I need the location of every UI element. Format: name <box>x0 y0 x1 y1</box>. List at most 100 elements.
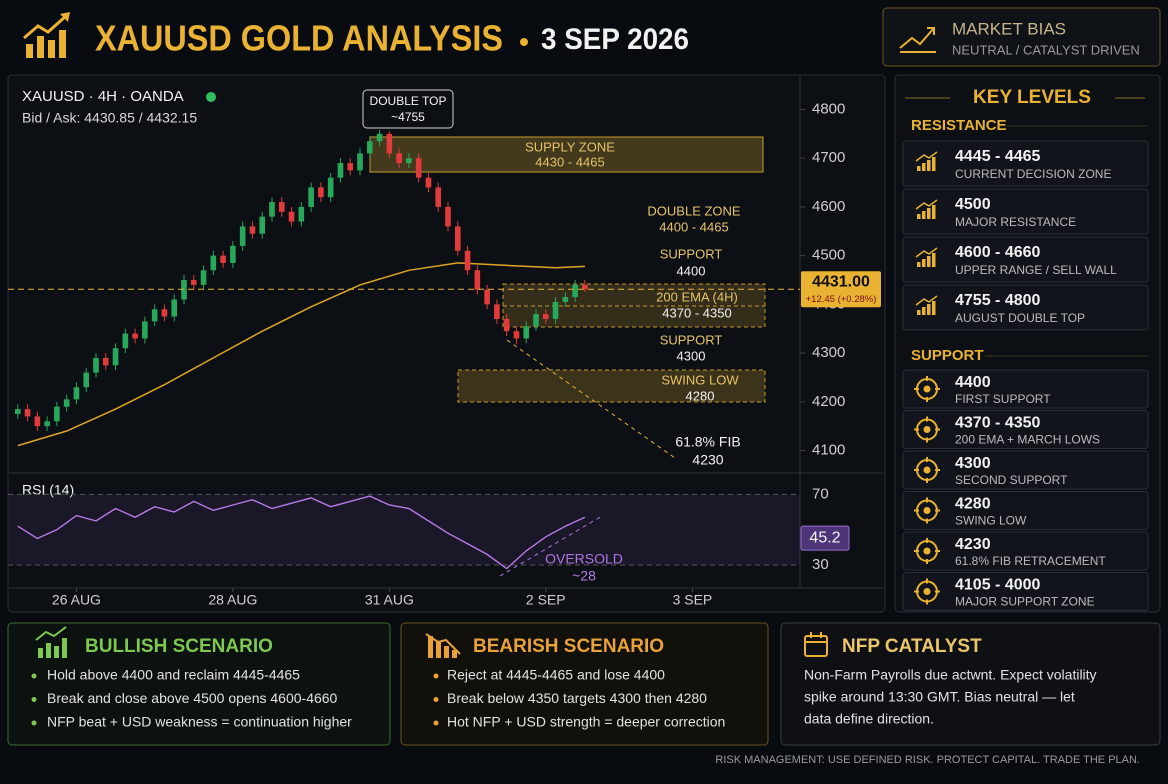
candle-body <box>523 326 530 339</box>
candle-body <box>142 321 148 339</box>
candle-body <box>533 314 539 327</box>
candle-body <box>132 333 138 339</box>
chart-panel <box>7 74 886 613</box>
candle-body <box>415 158 422 178</box>
y-tick-label: 4800 <box>812 100 845 117</box>
level-icon <box>923 385 931 393</box>
scenario-point: NFP beat + USD weakness = continuation h… <box>47 714 352 730</box>
section-title: SUPPORT <box>911 347 984 364</box>
annotation-value: 4230 <box>692 452 723 468</box>
candle-body <box>582 284 588 290</box>
annotation-title: SUPPORT <box>660 332 723 347</box>
level-value: 4230 <box>955 536 991 553</box>
level-icon <box>927 304 931 315</box>
candle-body <box>396 153 402 164</box>
live-dot <box>206 92 216 102</box>
candle-body <box>386 133 393 154</box>
level-icon <box>923 588 931 595</box>
candle-body <box>347 163 354 171</box>
annotation-value: 4300 <box>677 348 706 363</box>
level-desc: FIRST SUPPORT <box>955 392 1051 406</box>
rsi-line <box>17 495 586 570</box>
level-value: 4300 <box>955 455 991 472</box>
catalyst-title: NFP CATALYST <box>842 636 982 657</box>
candle-body <box>357 153 363 171</box>
candle-body <box>445 206 451 227</box>
annotation-value: ~28 <box>572 568 596 584</box>
rsi-title: RSI (14) <box>22 482 74 498</box>
candle-body <box>14 409 21 414</box>
catalyst-line: spike around 13:30 GMT. Bias neutral — l… <box>804 689 1075 705</box>
level-icon <box>917 166 921 171</box>
footer: RISK MANAGEMENT: USE DEFINED RISK. PROTE… <box>715 754 1140 766</box>
level-icon <box>932 205 936 219</box>
candle-body <box>54 406 60 422</box>
quote: Bid / Ask: 4430.85 / 4432.15 <box>22 110 197 126</box>
level-icon <box>922 163 926 171</box>
candle-body <box>503 318 510 332</box>
catalyst-line: data define direction. <box>804 711 934 727</box>
x-tick-label: 2 SEP <box>526 592 566 608</box>
level-icon <box>922 307 926 315</box>
scenario-point: Reject at 4445-4465 and lose 4400 <box>447 667 665 683</box>
level-icon <box>917 310 921 315</box>
candle-body <box>259 216 266 234</box>
bullet <box>31 697 37 702</box>
candle-body <box>278 202 285 212</box>
annotation-range: 4400 - 4465 <box>659 219 728 234</box>
candle-body <box>230 245 236 263</box>
annotation-value: ~4755 <box>391 110 425 124</box>
bias-box <box>882 7 1161 67</box>
candle-body <box>318 187 324 198</box>
candle-body <box>494 304 500 319</box>
scenario-title: BEARISH SCENARIO <box>473 636 664 657</box>
annotation-title: DOUBLE ZONE <box>647 203 741 218</box>
scenario-point: Hot NFP + USD strength = deeper correcti… <box>447 714 725 730</box>
candle-body <box>34 416 41 427</box>
zone-value: 4280 <box>686 388 715 403</box>
annotation-title: OVERSOLD <box>545 551 623 567</box>
bullet <box>433 697 439 702</box>
bias-value: NEUTRAL / CATALYST DRIVEN <box>952 42 1140 57</box>
fib-line <box>506 339 676 459</box>
catalyst-card <box>780 622 1161 746</box>
ema-line <box>17 262 585 447</box>
price-label: 4431.00 <box>812 273 870 290</box>
y-tick-label: 4200 <box>812 393 845 410</box>
candle-body <box>454 226 461 251</box>
level-icon <box>915 295 938 306</box>
level-value: 4400 <box>955 374 991 391</box>
candle-body <box>122 333 129 349</box>
level-card <box>902 450 1149 490</box>
level-icon <box>923 507 931 514</box>
y-tick-label: 4600 <box>812 198 845 215</box>
price-tag <box>801 271 881 308</box>
candle-body <box>112 348 119 366</box>
level-value: 4600 - 4660 <box>955 244 1041 261</box>
y-tick-label: 4300 <box>812 344 845 361</box>
level-card <box>902 369 1149 409</box>
level-value: 4370 - 4350 <box>955 415 1041 432</box>
level-card <box>902 531 1149 571</box>
separator-dot <box>520 38 528 46</box>
level-icon <box>923 466 931 474</box>
bullish-icon <box>35 626 67 658</box>
candle-body <box>376 133 383 142</box>
bullet <box>433 720 439 726</box>
price-change: +12.45 (+0.28%) <box>806 294 877 305</box>
logo <box>23 12 70 58</box>
level-desc: 61.8% FIB RETRACEMENT <box>955 554 1106 568</box>
callout-box <box>362 89 454 129</box>
level-desc: 200 EMA + MARCH LOWS <box>955 433 1100 447</box>
date: 3 SEP 2026 <box>541 23 689 56</box>
level-card <box>902 140 1149 187</box>
x-tick-label: 31 AUG <box>365 592 414 608</box>
level-icon <box>915 199 938 210</box>
level-value: 4105 - 4000 <box>955 577 1041 594</box>
key-levels-title: KEY LEVELS <box>973 87 1091 108</box>
candle-body <box>337 163 344 178</box>
scenario-title: BULLISH SCENARIO <box>85 636 273 657</box>
level-desc: SWING LOW <box>955 514 1027 528</box>
x-tick-label: 26 AUG <box>52 592 101 608</box>
level-icon <box>922 259 926 267</box>
